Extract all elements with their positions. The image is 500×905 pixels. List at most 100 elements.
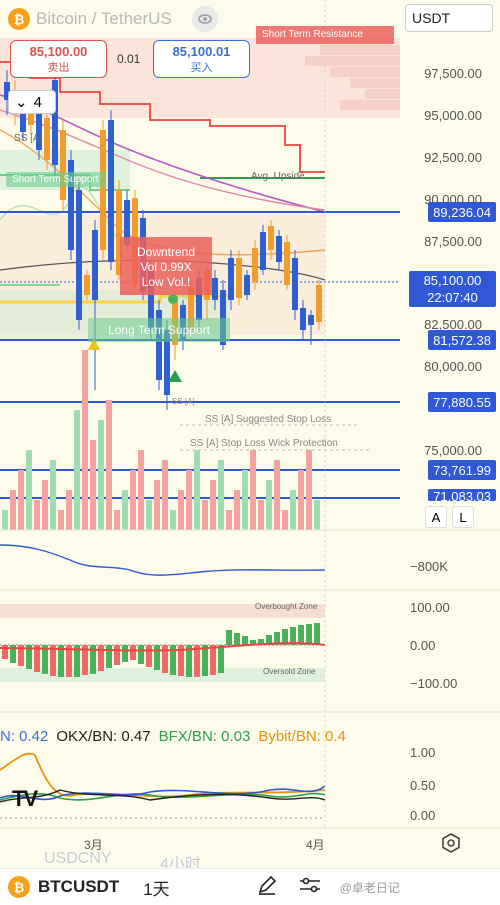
volume-bar	[106, 400, 112, 530]
zone-tick: 0.00	[410, 638, 436, 653]
volume-bar	[290, 490, 296, 530]
volume-bar	[114, 510, 120, 530]
oscillator-bar	[90, 645, 96, 674]
eye-icon[interactable]	[191, 6, 218, 32]
time-label-april: 4月	[306, 838, 325, 852]
oscillator-bar	[242, 636, 248, 645]
oscillator-bar	[194, 645, 200, 677]
oscillator-bar	[34, 645, 40, 672]
exchange-item: N: 0.42	[0, 728, 49, 745]
level-label: 81,572.38	[428, 330, 496, 350]
volume-bar	[98, 420, 104, 530]
oscillator-bar	[314, 623, 320, 645]
volume-bar	[66, 490, 72, 530]
volume-bar	[34, 500, 40, 530]
bitcoin-icon: ₿	[8, 876, 30, 898]
level-label: 89,236.04	[428, 202, 496, 222]
candle-body	[84, 275, 90, 295]
oscillator-value: −800K	[410, 559, 448, 574]
price-tick: 87,500.00	[424, 234, 482, 249]
candle-body	[100, 130, 106, 250]
settings-icon[interactable]	[440, 832, 462, 854]
volume-bar	[138, 450, 144, 530]
current-time: 22:07:40	[427, 290, 478, 305]
oscillator-bar	[2, 645, 8, 659]
bitcoin-icon: ₿	[8, 8, 30, 30]
volume-bar	[58, 510, 64, 530]
candle-body	[316, 285, 322, 322]
current-price: 85,100.00	[423, 273, 482, 288]
avg-upside-label: Avg. Upside	[251, 171, 305, 182]
candle-body	[220, 290, 226, 345]
oscillator-bar	[274, 632, 280, 645]
volume-bar	[194, 450, 200, 530]
bottom-toolbar: ₿ BTCUSDT 1天 @卓老日记	[0, 868, 500, 905]
candle-body	[284, 242, 290, 285]
watermark-text: @卓老日记	[339, 880, 400, 895]
candle-body	[212, 278, 218, 300]
candle-body	[4, 82, 10, 100]
volume-bar	[250, 450, 256, 530]
oscillator-bar	[266, 635, 272, 645]
level-label: 77,880.55	[428, 392, 496, 412]
candle-body	[276, 236, 282, 262]
buy-button[interactable]: 85,100.01 买入	[153, 40, 250, 78]
oscillator-bar	[146, 645, 152, 667]
oscillator-bar	[186, 645, 192, 677]
oscillator-bar	[26, 645, 32, 669]
zone-tick: −100.00	[410, 676, 458, 691]
exchange-item: BFX/BN: 0.03	[158, 728, 251, 745]
candle-body	[148, 270, 154, 330]
faded-usdcny-label: USDCNY	[44, 850, 112, 867]
level-label: 73,761.99	[428, 460, 496, 480]
wick-protection-label: SS [A] Stop Loss Wick Protection	[190, 438, 338, 449]
volume-bar	[50, 460, 56, 530]
price-tick: 80,000.00	[424, 359, 482, 374]
volume-bar	[26, 450, 32, 530]
overbought-zone-label: Overbought Zone	[255, 602, 318, 611]
volume-bar	[226, 510, 232, 530]
candle-body	[260, 232, 266, 270]
time-label-march: 3月	[84, 838, 103, 852]
volume-bar	[18, 470, 24, 530]
oscillator-bar	[306, 624, 312, 645]
log-scale-button[interactable]: L	[452, 506, 474, 528]
auto-scale-button[interactable]: A	[425, 506, 447, 528]
price-tick: 82,500.00	[424, 317, 482, 332]
volume-bar	[234, 490, 240, 530]
oscillator-bar	[202, 645, 208, 676]
oscillator-bar	[282, 629, 288, 645]
candle-body	[44, 118, 50, 160]
candle-body	[188, 288, 194, 330]
indicator-stack-toggle[interactable]: ⌄ 4	[8, 90, 56, 114]
downtrend-tag: Downtrend Vol 0.99X Low Vol.!	[120, 237, 212, 295]
oscillator-bar	[138, 645, 144, 664]
volume-bar	[170, 510, 176, 530]
symbol-selector[interactable]: BTCUSDT	[38, 877, 120, 896]
candle-body	[20, 100, 26, 132]
exchange-tick: 0.00	[410, 808, 436, 823]
draw-pen-icon[interactable]	[256, 874, 278, 901]
pair-title-row: ₿ Bitcoin / TetherUS	[0, 6, 218, 32]
oscillator-bar	[74, 645, 80, 677]
candle-body	[116, 190, 122, 275]
oscillator-bar	[18, 645, 24, 666]
timeframe-selector[interactable]: 1天	[143, 879, 170, 899]
indicator-settings-icon[interactable]	[298, 875, 322, 900]
candle-body	[300, 308, 306, 330]
pair-title: Bitcoin / TetherUS	[36, 9, 172, 28]
sell-label: 卖出	[47, 61, 70, 74]
sell-button[interactable]: 85,100.00 卖出	[10, 40, 107, 78]
oversold-zone-label: Oversold Zone	[263, 667, 316, 676]
tradingview-logo: TV	[12, 786, 38, 811]
candle-body	[308, 315, 314, 325]
oscillator-bar	[66, 645, 72, 677]
exchange-tick: 0.50	[410, 778, 436, 793]
currency-select[interactable]: USDT	[405, 4, 493, 32]
price-tick: 92,500.00	[424, 150, 482, 165]
candle-body	[236, 258, 242, 298]
candle-body	[228, 258, 234, 300]
candle-body	[156, 310, 162, 380]
oscillator-bar	[298, 625, 304, 645]
